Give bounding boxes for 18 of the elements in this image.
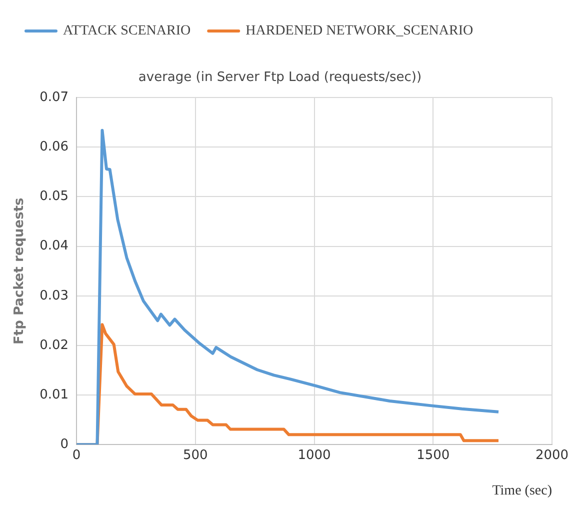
y-tick-label: 0.01: [40, 387, 69, 402]
legend-label: ATTACK SCENARIO: [63, 24, 191, 39]
x-tick-label: 1500: [416, 448, 450, 463]
x-tick-label: 500: [182, 448, 208, 463]
x-tick-label: 2000: [535, 448, 569, 463]
y-tick-label: 0.02: [40, 338, 69, 353]
y-tick-label: 0.03: [40, 288, 69, 304]
y-tick-label: 0.05: [40, 189, 69, 204]
chart-title: average (in Server Ftp Load (requests/sec)): [138, 70, 422, 86]
y-tick-label: 0.04: [40, 238, 69, 254]
x-tick-label: 1000: [298, 448, 331, 463]
y-tick-label: 0.07: [40, 90, 69, 105]
x-tick-label: 0: [72, 448, 81, 463]
y-tick-label: 0.06: [40, 140, 69, 155]
y-axis-title: Ftp Packet requests: [12, 197, 28, 344]
x-axis-title: Time (sec): [492, 483, 552, 498]
legend-label: HARDENED NETWORK_SCENARIO: [246, 24, 474, 39]
y-tick-label: 0: [60, 436, 69, 452]
